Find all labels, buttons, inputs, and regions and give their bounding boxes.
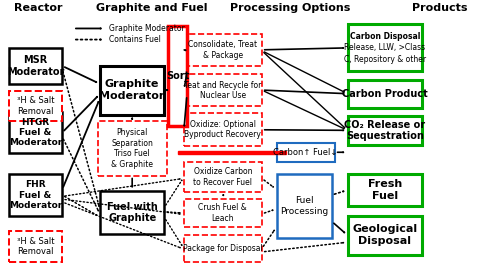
Bar <box>168 26 187 126</box>
Text: Oxidize Carbon
to Recover Fuel: Oxidize Carbon to Recover Fuel <box>194 167 252 187</box>
Text: Products: Products <box>412 3 468 13</box>
Text: Fuel with
Graphite: Fuel with Graphite <box>107 201 158 223</box>
Text: Teat and Recycle for
Nuclear Use: Teat and Recycle for Nuclear Use <box>184 81 262 100</box>
Bar <box>9 112 62 153</box>
Text: Graphite Moderator: Graphite Moderator <box>109 24 185 33</box>
Bar <box>9 174 62 216</box>
Bar <box>348 174 422 206</box>
Bar <box>276 143 334 162</box>
Text: MSR
Moderator: MSR Moderator <box>7 55 64 77</box>
Bar <box>178 151 286 154</box>
Bar <box>184 199 262 227</box>
Text: Processing Options: Processing Options <box>230 3 350 13</box>
Bar <box>184 113 262 146</box>
Bar <box>184 74 262 106</box>
Text: Graphite
Moderator: Graphite Moderator <box>100 80 165 101</box>
Bar <box>184 34 262 66</box>
Bar <box>184 162 262 192</box>
Bar <box>348 24 422 71</box>
Text: Carbon↑ Fuel↓: Carbon↑ Fuel↓ <box>274 148 338 157</box>
Text: Package for Disposal: Package for Disposal <box>183 244 262 253</box>
Text: Sort: Sort <box>166 71 189 81</box>
Text: ³H & Salt
Removal: ³H & Salt Removal <box>17 97 54 116</box>
Text: Oxidize: Optional
Byproduct Recovery: Oxidize: Optional Byproduct Recovery <box>184 120 262 140</box>
Text: Graphite and Fuel: Graphite and Fuel <box>96 3 208 13</box>
Text: FHR
Fuel &
Moderator: FHR Fuel & Moderator <box>9 180 62 210</box>
Text: HTGR
Fuel &
Moderator: HTGR Fuel & Moderator <box>9 118 62 148</box>
Bar <box>98 121 166 175</box>
Bar <box>9 231 62 262</box>
Text: Carbon Product: Carbon Product <box>342 89 428 99</box>
Bar <box>348 216 422 255</box>
Text: Release, LLW, >Class: Release, LLW, >Class <box>344 44 426 52</box>
Text: Fresh
Fuel: Fresh Fuel <box>368 179 402 201</box>
Text: Reactor: Reactor <box>14 3 63 13</box>
Text: Contains Fuel: Contains Fuel <box>109 35 161 44</box>
Bar <box>348 116 422 145</box>
Bar <box>100 66 164 114</box>
Bar <box>276 174 332 238</box>
Text: ³H & Salt
Removal: ³H & Salt Removal <box>17 237 54 256</box>
Bar <box>348 80 422 108</box>
Text: Carbon Disposal: Carbon Disposal <box>350 32 420 41</box>
Text: Consolidate, Treat
& Package: Consolidate, Treat & Package <box>188 40 258 60</box>
Text: C, Repository & other: C, Repository & other <box>344 55 426 64</box>
Bar <box>100 191 164 234</box>
Text: CO₂ Release or
Sequestration: CO₂ Release or Sequestration <box>344 120 426 141</box>
Text: Crush Fuel &
Leach: Crush Fuel & Leach <box>198 203 247 223</box>
Text: Physical
Separation
Triso Fuel
& Graphite: Physical Separation Triso Fuel & Graphit… <box>111 128 153 169</box>
Bar <box>9 91 62 121</box>
Text: Fuel
Processing: Fuel Processing <box>280 196 328 216</box>
Bar <box>184 235 262 262</box>
Bar <box>9 48 62 84</box>
Text: Geological
Disposal: Geological Disposal <box>352 225 418 246</box>
